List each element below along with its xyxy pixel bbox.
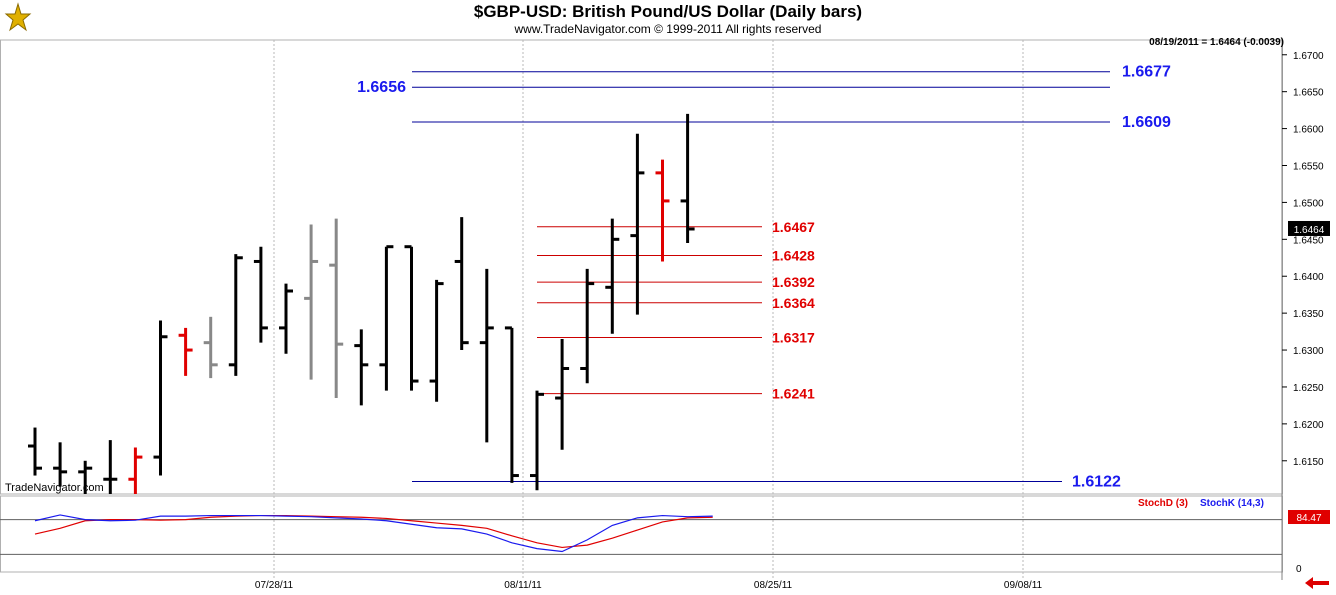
y-tick-label: 1.6600 <box>1293 125 1324 136</box>
y-tick-label: 1.6500 <box>1293 198 1324 209</box>
scroll-left-arrow-icon[interactable] <box>1304 576 1330 590</box>
x-tick-label: 09/08/11 <box>1004 580 1043 591</box>
chart-title: $GBP-USD: British Pound/US Dollar (Daily… <box>473 2 863 21</box>
stoch-y-tick-label: 0 <box>1296 564 1302 575</box>
level-label: 1.6656 <box>357 79 406 96</box>
stoch-last-value-label: 84.47 <box>1296 513 1321 524</box>
level-label: 1.6467 <box>772 219 815 235</box>
x-tick-label: 07/28/11 <box>255 580 294 591</box>
x-tick-label: 08/25/11 <box>754 580 793 591</box>
stoch-panel-frame <box>0 495 1283 573</box>
y-tick-label: 1.6450 <box>1293 235 1324 246</box>
y-tick-label: 1.6300 <box>1293 346 1324 357</box>
stoch-d-line <box>34 514 713 549</box>
y-tick-label: 1.6150 <box>1293 457 1324 468</box>
price-readout: 08/19/2011 = 1.6464 (-0.0039) <box>1149 37 1284 48</box>
x-tick-label: 08/11/11 <box>504 580 542 591</box>
stoch-k-line <box>34 514 713 553</box>
y-tick-label: 1.6350 <box>1293 309 1324 320</box>
y-tick-label: 1.6700 <box>1293 51 1324 62</box>
stoch-last-value-box <box>1288 510 1330 525</box>
stoch-legend-k: StochK (14,3) <box>1200 498 1264 509</box>
price-panel-frame <box>0 39 1283 495</box>
chart-subtitle: www.TradeNavigator.com © 1999-2011 All r… <box>514 22 822 36</box>
level-label: 1.6609 <box>1122 114 1171 131</box>
level-label: 1.6392 <box>772 274 815 290</box>
level-label: 1.6364 <box>772 295 815 311</box>
level-label: 1.6241 <box>772 386 815 402</box>
level-label: 1.6317 <box>772 329 815 345</box>
level-label: 1.6428 <box>772 248 815 264</box>
y-tick-label: 1.6250 <box>1293 383 1324 394</box>
y-tick-label: 1.6200 <box>1293 420 1324 431</box>
level-label: 1.6122 <box>1072 473 1121 490</box>
watermark: TradeNavigator.com <box>5 482 104 494</box>
y-tick-label: 1.6400 <box>1293 272 1324 283</box>
last-price-box <box>1288 220 1330 236</box>
trade-navigator-logo-icon <box>4 2 32 32</box>
y-tick-label: 1.6550 <box>1293 161 1324 172</box>
stoch-legend-d: StochD (3) <box>1138 498 1188 509</box>
last-price-label: 1.6464 <box>1294 225 1325 236</box>
level-label: 1.6677 <box>1122 64 1171 81</box>
y-tick-label: 1.6650 <box>1293 88 1324 99</box>
